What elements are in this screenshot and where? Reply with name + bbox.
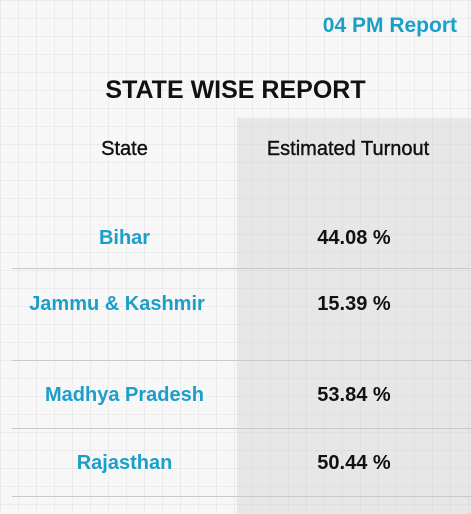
state-name: Rajasthan — [76, 452, 173, 474]
table-row: Jammu & Kashmir 15.39 % — [12, 292, 471, 316]
report-time-label: 04 PM Report — [322, 14, 457, 37]
state-name: Madhya Pradesh — [45, 384, 204, 406]
report-title: STATE WISE REPORT — [105, 76, 366, 104]
turnout-value: 50.44 % — [317, 452, 391, 474]
row-divider — [12, 360, 471, 361]
table-row: Madhya Pradesh 53.84 % — [12, 383, 471, 407]
table-header-row: State Estimated Turnout — [12, 138, 471, 160]
table-row: Rajasthan 50.44 % — [12, 451, 471, 475]
header-turnout: Estimated Turnout — [266, 138, 430, 160]
row-divider — [12, 268, 471, 269]
turnout-column-shade — [237, 118, 471, 514]
state-name: Jammu & Kashmir — [29, 293, 205, 315]
header-state: State — [101, 138, 148, 160]
turnout-value: 53.84 % — [317, 384, 391, 406]
row-divider — [12, 496, 471, 497]
table-row: Bihar 44.08 % — [12, 226, 471, 250]
row-divider — [12, 428, 471, 429]
turnout-value: 44.08 % — [317, 227, 391, 249]
turnout-value: 15.39 % — [317, 293, 391, 315]
state-name: Bihar — [98, 227, 151, 249]
